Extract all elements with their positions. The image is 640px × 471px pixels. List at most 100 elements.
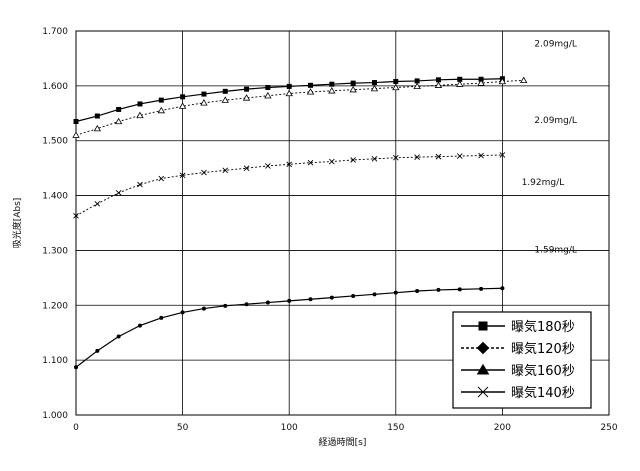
data-point [137,181,143,188]
data-point [157,106,165,114]
data-point [201,169,207,176]
data-point [349,85,357,93]
series-group [72,76,528,370]
data-point [114,117,123,125]
data-point [242,94,251,101]
data-point [308,82,314,88]
data-point [180,310,185,315]
legend-marker [478,321,488,331]
data-point [413,82,421,90]
data-point [137,101,143,107]
data-point [457,287,462,292]
data-point [221,96,229,103]
data-point [73,119,79,125]
annotations: 2.09mg/L 2.09mg/L 1.92mg/L 1.59mg/L [522,39,577,255]
data-point [222,167,229,174]
annotation-label: 1.92mg/L [522,178,565,188]
x-tick-label: 50 [177,423,189,433]
data-point [350,80,356,86]
data-point [456,80,464,87]
y-axis-label: 吸光度[Abs] [11,198,23,249]
data-point [93,124,102,132]
data-point [328,86,336,94]
series-4 [74,286,505,370]
data-point [479,286,484,291]
y-tick-label: 1.100 [42,356,68,366]
data-point [370,84,379,92]
data-point [286,161,293,168]
data-point [158,97,164,103]
x-tick-label: 100 [281,423,298,433]
x-tick-labels: 0 50 100 150 200 250 [73,423,618,433]
data-point [393,290,398,295]
data-point [478,76,484,82]
y-tick-label: 1.700 [42,27,68,37]
annotation-label: 2.09mg/L [534,39,577,49]
data-point [307,159,314,166]
y-tick-label: 1.500 [42,137,68,147]
data-point [158,175,165,182]
data-point [393,78,399,84]
data-point [499,152,506,158]
y-tick-label: 1.000 [42,411,68,421]
data-point [456,153,463,159]
x-tick-label: 0 [73,423,79,433]
data-point [200,99,208,106]
data-point [306,88,315,95]
data-point [201,306,206,311]
data-point [94,200,101,207]
data-point [329,81,335,87]
data-point [457,76,463,82]
series-3 [73,152,506,219]
legend-label: 曝気180秒 [511,319,575,335]
series-line-3 [75,154,503,217]
data-point [392,83,400,91]
data-point [350,157,356,163]
data-point [72,131,80,138]
data-point [222,88,228,94]
data-point [137,323,142,328]
data-point [201,91,207,97]
y-tick-label: 1.600 [42,82,68,92]
data-point [116,106,122,112]
series-line-2 [75,79,524,136]
data-point [115,190,122,196]
data-point [223,303,228,308]
data-point [159,315,164,320]
data-point [435,153,442,160]
data-point [329,295,334,300]
data-point [74,365,78,370]
data-point [414,78,420,84]
data-point [372,292,377,297]
data-point [500,286,505,291]
x-tick-label: 150 [387,423,404,433]
data-point [136,111,144,119]
data-point [180,94,186,100]
data-point [436,287,441,292]
data-point [287,298,292,303]
legend-label: 曝気140秒 [511,385,575,401]
x-tick-label: 200 [494,423,511,433]
y-tick-labels: 1.000 1.100 1.200 1.300 1.400 1.500 1.600 1.700 [42,27,68,421]
legend-item: 曝気140秒 [461,385,575,401]
data-point [498,77,507,85]
annotation-label: 2.09mg/L [534,116,577,126]
y-tick-label: 1.400 [42,192,68,202]
legend-label: 曝気160秒 [511,363,575,379]
data-point [94,113,100,119]
y-tick-label: 1.200 [42,301,68,311]
x-axis-label: 経過時間[s] [319,436,367,448]
y-tick-label: 1.300 [42,246,68,256]
data-point [392,154,399,161]
legend-item: 曝気180秒 [461,319,575,335]
data-point [178,102,187,109]
data-point [244,86,250,92]
data-point [264,91,272,99]
legend-marker [476,363,490,375]
legend-item: 曝気120秒 [461,341,575,357]
data-point [477,79,485,86]
data-point [434,81,443,88]
data-point [478,152,484,159]
